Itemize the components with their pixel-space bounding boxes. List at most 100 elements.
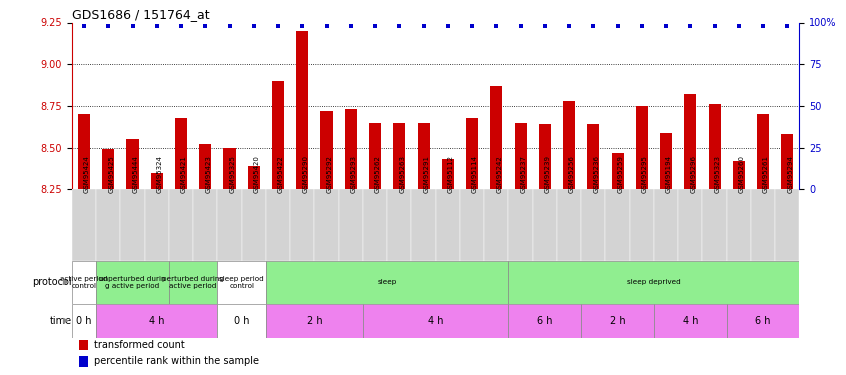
Text: GSM95293: GSM95293	[351, 155, 357, 193]
Bar	[120, 189, 145, 261]
Bar	[199, 144, 212, 189]
Text: GSM95261: GSM95261	[763, 155, 769, 193]
Bar	[775, 189, 799, 261]
Bar	[533, 189, 557, 261]
Text: GSM95294: GSM95294	[788, 155, 794, 193]
Bar	[587, 124, 599, 189]
Text: GSM95291: GSM95291	[424, 155, 430, 193]
Bar	[151, 173, 162, 189]
Text: protocol: protocol	[32, 277, 71, 287]
Bar	[727, 304, 799, 338]
Bar	[363, 189, 387, 261]
Bar	[80, 356, 88, 367]
Bar	[411, 189, 436, 261]
Text: transformed count: transformed count	[94, 340, 184, 350]
Bar	[321, 111, 332, 189]
Text: GSM95194: GSM95194	[666, 155, 672, 193]
Text: sleep period
control: sleep period control	[219, 276, 264, 289]
Bar	[363, 304, 508, 338]
Text: 2 h: 2 h	[306, 316, 322, 326]
Bar	[242, 189, 266, 261]
Bar	[175, 118, 187, 189]
Bar	[266, 304, 363, 338]
Bar	[193, 189, 217, 261]
Text: GSM95114: GSM95114	[472, 155, 478, 193]
Bar	[581, 189, 606, 261]
Text: GSM95256: GSM95256	[569, 155, 575, 193]
Bar	[78, 114, 90, 189]
Text: 4 h: 4 h	[428, 316, 443, 326]
Text: active period
control: active period control	[60, 276, 107, 289]
Text: GSM95263: GSM95263	[399, 155, 405, 193]
Bar	[248, 166, 260, 189]
Bar	[557, 189, 581, 261]
Bar	[72, 189, 96, 261]
Bar	[72, 261, 96, 304]
Bar	[733, 161, 744, 189]
Bar	[635, 106, 648, 189]
Text: unperturbed durin
g active period: unperturbed durin g active period	[99, 276, 166, 289]
Text: 0 h: 0 h	[76, 316, 91, 326]
Bar	[678, 189, 702, 261]
Bar	[272, 81, 284, 189]
Bar	[266, 261, 508, 304]
Bar	[563, 101, 575, 189]
Bar	[484, 189, 508, 261]
Bar	[290, 189, 315, 261]
Text: GSM95242: GSM95242	[497, 155, 503, 193]
Bar	[490, 86, 503, 189]
Bar	[393, 123, 405, 189]
Bar	[442, 159, 453, 189]
Text: GSM95422: GSM95422	[278, 155, 284, 193]
Text: 6 h: 6 h	[537, 316, 552, 326]
Text: GSM95420: GSM95420	[254, 155, 260, 193]
Bar	[338, 189, 363, 261]
Bar	[782, 134, 794, 189]
Text: GSM95295: GSM95295	[642, 155, 648, 193]
Bar	[708, 104, 721, 189]
Text: GSM95296: GSM95296	[690, 155, 696, 193]
Bar	[460, 189, 484, 261]
Text: GSM95290: GSM95290	[302, 155, 308, 193]
Bar	[508, 304, 581, 338]
Text: 2 h: 2 h	[610, 316, 625, 326]
Text: GSM95425: GSM95425	[108, 155, 114, 193]
Text: GSM95236: GSM95236	[593, 155, 599, 193]
Text: GSM95323: GSM95323	[715, 155, 721, 193]
Bar	[96, 304, 217, 338]
Bar	[436, 189, 460, 261]
Text: GSM95421: GSM95421	[181, 155, 187, 193]
Text: GSM95324: GSM95324	[157, 155, 162, 193]
Text: 4 h: 4 h	[149, 316, 164, 326]
Bar	[466, 118, 478, 189]
Bar	[684, 94, 696, 189]
Bar	[80, 340, 88, 350]
Bar	[217, 189, 242, 261]
Text: sleep: sleep	[377, 279, 397, 285]
Bar	[217, 261, 266, 304]
Bar	[126, 139, 139, 189]
Bar	[217, 304, 266, 338]
Bar	[751, 189, 775, 261]
Text: GSM95262: GSM95262	[375, 155, 381, 193]
Bar	[612, 153, 624, 189]
Bar	[660, 133, 672, 189]
Bar	[508, 261, 799, 304]
Bar	[369, 123, 381, 189]
Bar	[514, 123, 526, 189]
Text: GSM95259: GSM95259	[618, 155, 624, 193]
Text: 4 h: 4 h	[683, 316, 698, 326]
Bar	[169, 261, 217, 304]
Bar	[266, 189, 290, 261]
Bar	[344, 109, 357, 189]
Bar	[72, 304, 96, 338]
Text: GSM95292: GSM95292	[327, 155, 332, 193]
Bar	[654, 189, 678, 261]
Text: GSM95260: GSM95260	[739, 155, 744, 193]
Bar	[169, 189, 193, 261]
Bar	[145, 189, 169, 261]
Text: GDS1686 / 151764_at: GDS1686 / 151764_at	[72, 8, 210, 21]
Bar	[102, 149, 114, 189]
Bar	[387, 189, 411, 261]
Bar	[654, 304, 727, 338]
